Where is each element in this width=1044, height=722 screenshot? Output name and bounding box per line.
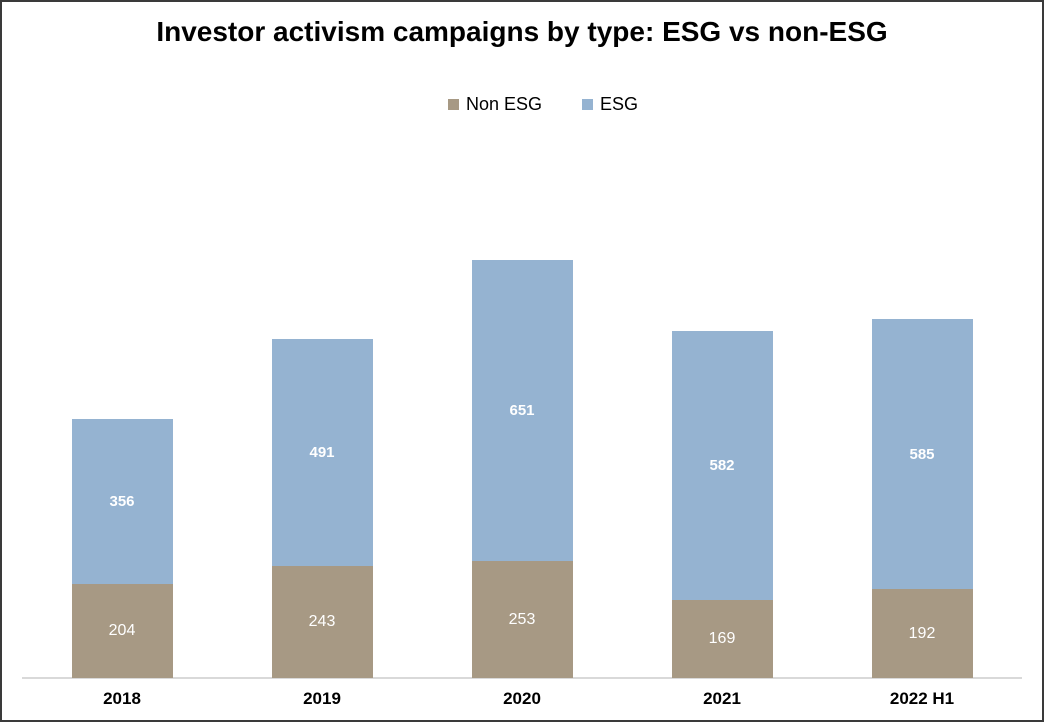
x-axis-label-2020: 2020	[503, 689, 541, 708]
bar-group-2022-h1: 585 192	[871, 319, 973, 678]
bar-segment-esg-2022-h1: 585	[871, 319, 973, 589]
x-axis-line	[22, 677, 1022, 679]
bar-segment-non-esg-2020: 253	[471, 561, 573, 678]
bar-group-2018: 356 204	[71, 419, 173, 678]
legend-item-non-esg: Non ESG	[447, 93, 543, 115]
value-label-esg-2018: 356	[109, 493, 135, 510]
bar-segment-non-esg-2022-h1: 192	[871, 589, 973, 678]
value-label-esg-2022-h1: 585	[909, 445, 935, 463]
value-label-non-esg-2020: 253	[508, 610, 536, 628]
value-label-esg-2021: 582	[709, 457, 735, 474]
legend-label-non-esg: Non ESG	[465, 93, 543, 114]
legend-swatch-esg-icon	[582, 98, 594, 110]
bar-segment-esg-2019: 491	[271, 339, 373, 566]
value-label-non-esg-2021: 169	[708, 630, 736, 647]
value-label-non-esg-2019: 243	[308, 613, 336, 630]
bar-group-2020: 651 253	[471, 260, 573, 678]
value-label-non-esg-2022-h1: 192	[908, 624, 936, 642]
legend-item-esg: ESG	[582, 94, 638, 115]
bar-segment-esg-2021: 582	[671, 331, 773, 600]
bar-segment-esg-2020: 651	[471, 260, 573, 561]
legend-swatch-non-esg-icon	[447, 98, 459, 110]
x-axis-label-2018: 2018	[103, 689, 141, 708]
chart-legend: Non ESG ESG	[2, 92, 1042, 116]
bar-segment-non-esg-2018: 204	[71, 584, 173, 678]
x-axis-label-2022-h1: 2022 H1	[889, 689, 955, 708]
value-label-esg-2020: 651	[509, 402, 535, 419]
x-axis-label-2019: 2019	[303, 689, 341, 708]
bar-group-2021: 582 169	[671, 331, 773, 678]
x-axis-label-2021: 2021	[703, 689, 741, 708]
bar-group-2019: 491 243	[271, 339, 373, 678]
bar-segment-non-esg-2019: 243	[271, 566, 373, 678]
legend-label-esg: ESG	[600, 93, 639, 114]
value-label-non-esg-2018: 204	[108, 622, 136, 639]
value-label-esg-2019: 491	[309, 444, 335, 461]
bar-segment-non-esg-2021: 169	[671, 600, 773, 678]
bar-segment-esg-2018: 356	[71, 419, 173, 584]
chart-title: Investor activism campaigns by type: ESG…	[156, 16, 888, 47]
